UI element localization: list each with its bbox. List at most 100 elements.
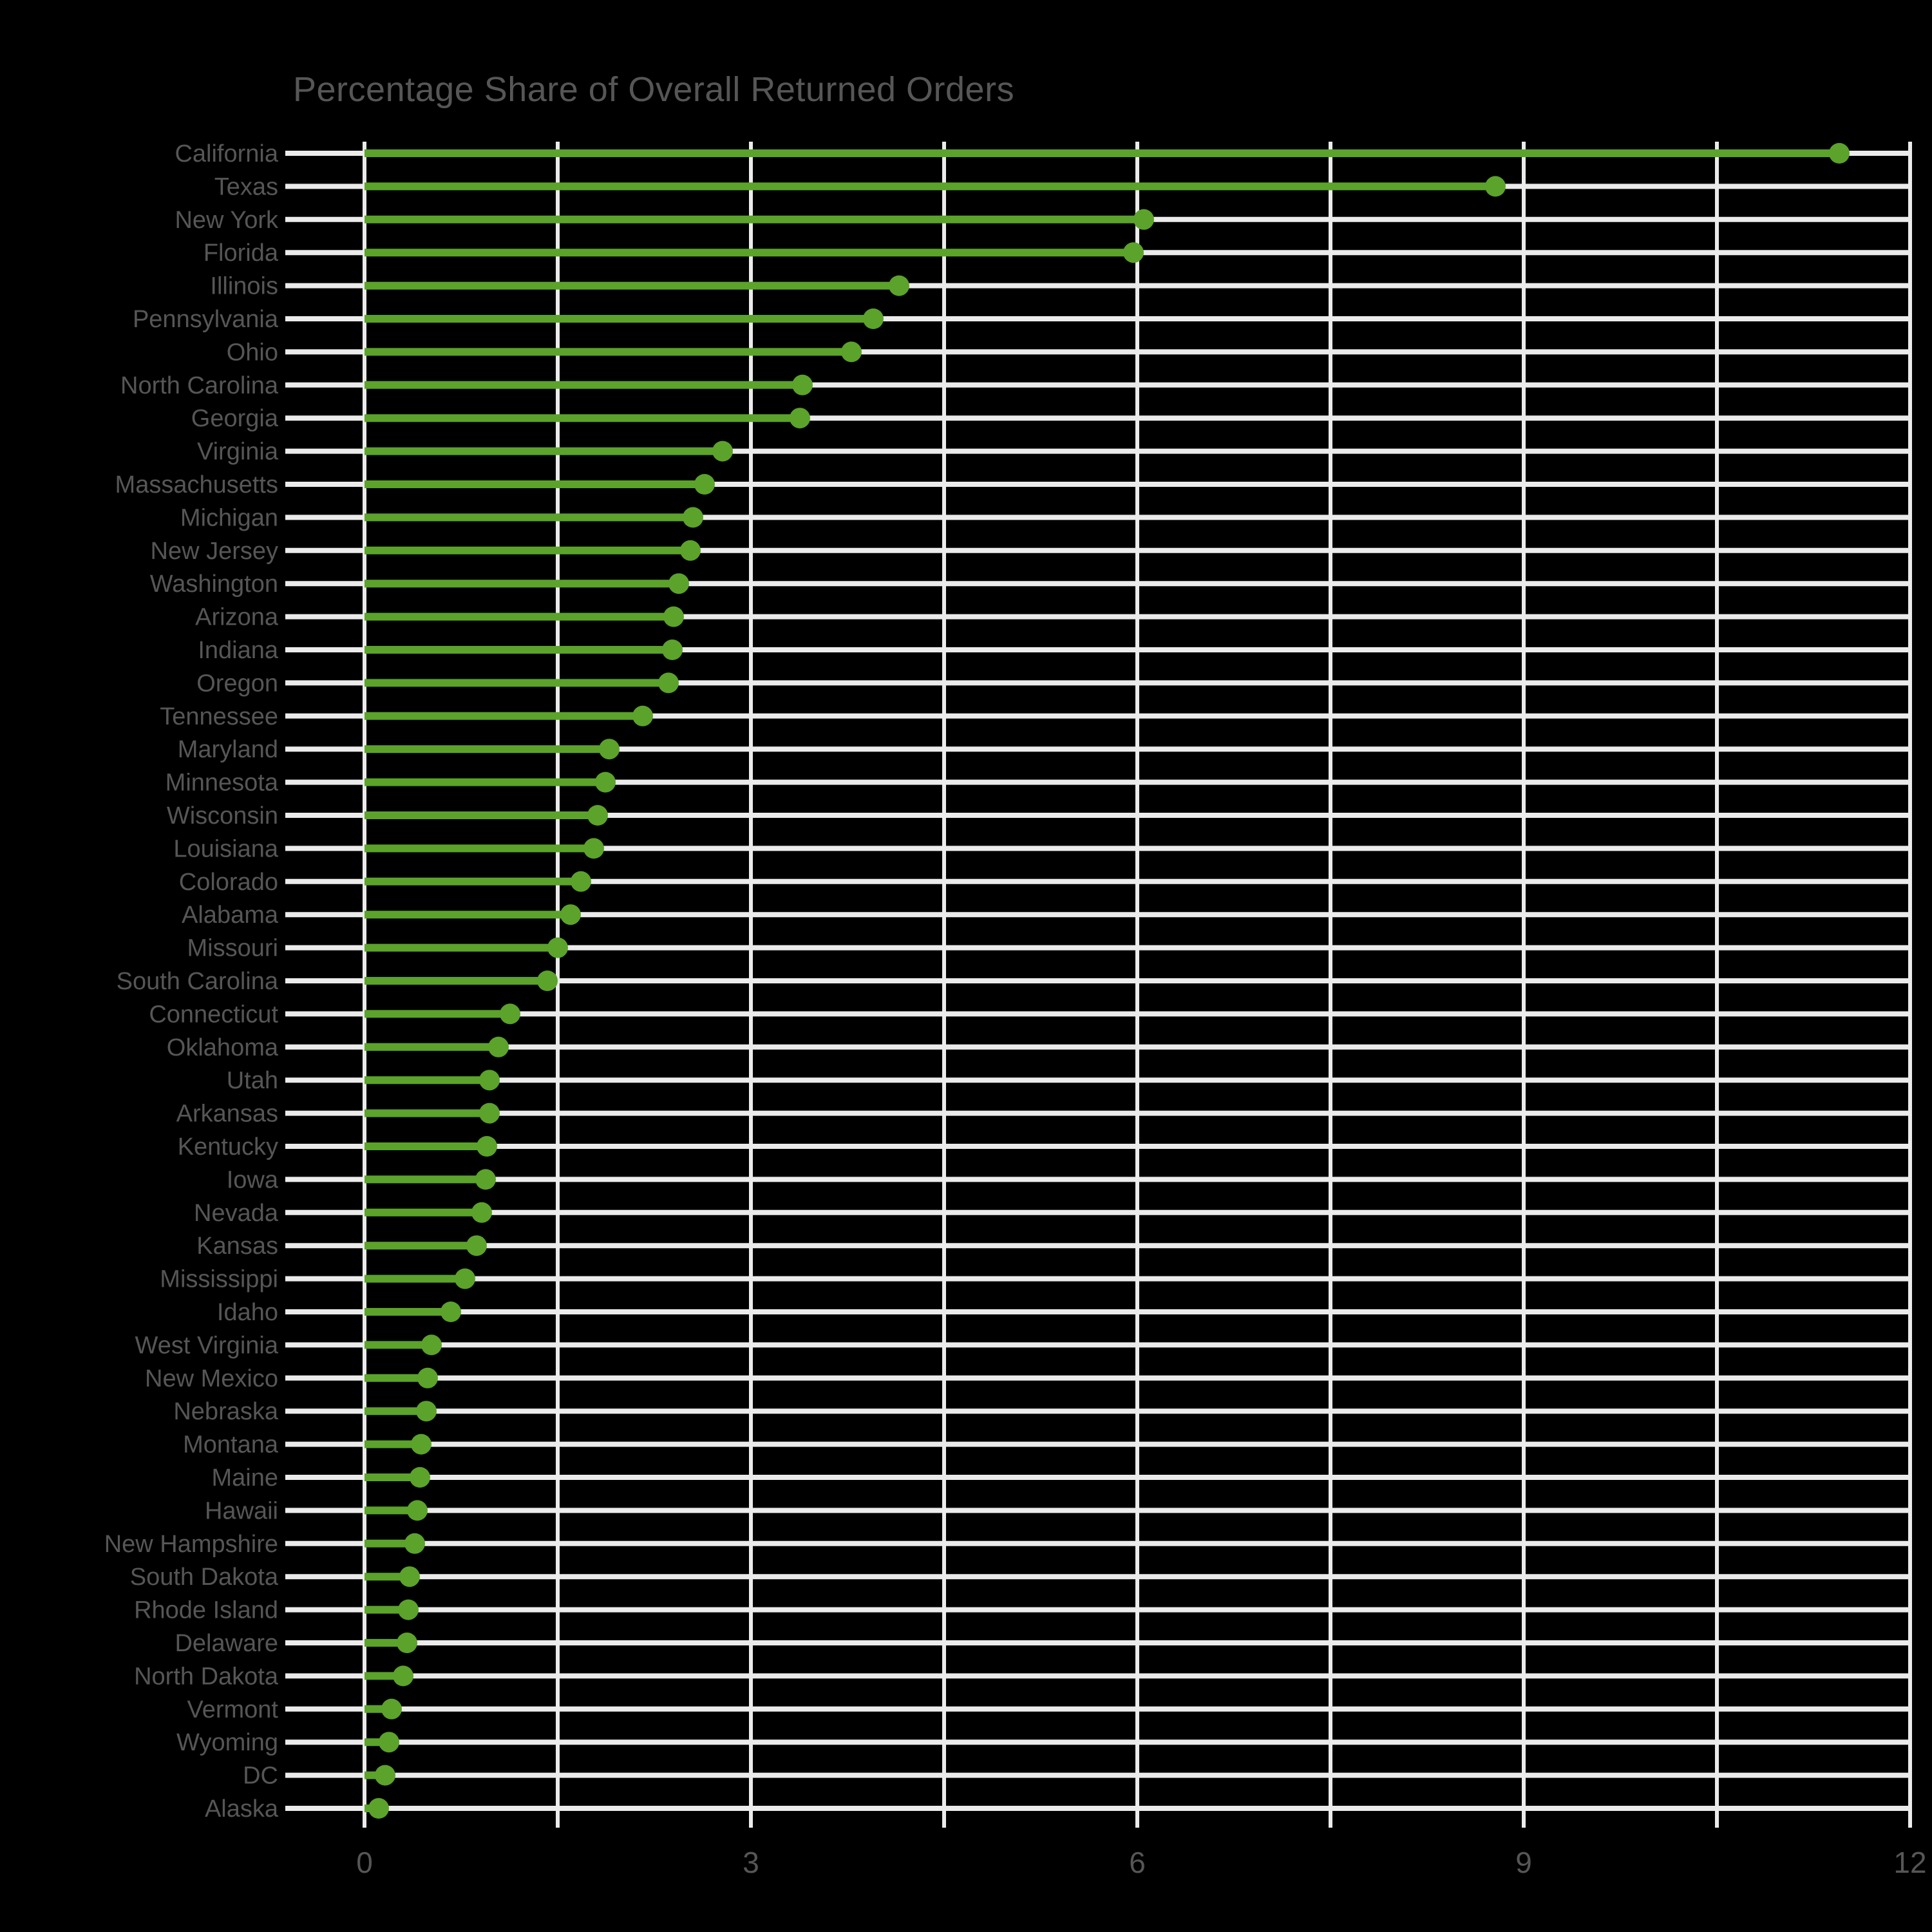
lollipop-dot-rhode-island <box>398 1599 419 1620</box>
lollipop-dot-colorado <box>571 871 591 892</box>
y-tick-label-north-dakota: North Dakota <box>134 1663 279 1690</box>
y-tick-label-louisiana: Louisiana <box>173 835 279 862</box>
lollipop-dot-kentucky <box>477 1136 497 1157</box>
lollipop-dot-south-dakota <box>399 1566 420 1587</box>
lollipop-dot-hawaii <box>407 1500 428 1521</box>
lollipop-dot-kansas <box>466 1235 487 1256</box>
y-tick-label-texas: Texas <box>214 173 278 200</box>
y-tick-label-mississippi: Mississippi <box>160 1266 278 1293</box>
lollipop-dot-georgia <box>790 408 810 429</box>
lollipop-dot-vermont <box>381 1698 402 1719</box>
y-tick-label-arkansas: Arkansas <box>176 1101 278 1128</box>
y-tick-label-south-dakota: South Dakota <box>130 1564 279 1591</box>
lollipop-dot-indiana <box>662 639 683 660</box>
chart-title: Percentage Share of Overall Returned Ord… <box>293 70 1015 109</box>
y-tick-label-colorado: Colorado <box>179 869 278 896</box>
y-tick-label-arizona: Arizona <box>195 604 279 631</box>
x-tick-label-6: 6 <box>1129 1846 1146 1879</box>
y-tick-label-pennsylvania: Pennsylvania <box>133 306 279 333</box>
lollipop-dot-washington <box>668 573 689 594</box>
y-tick-label-maryland: Maryland <box>178 736 278 763</box>
lollipop-dot-idaho <box>440 1302 461 1322</box>
lollipop-dot-missouri <box>547 937 568 958</box>
lollipop-dot-connecticut <box>500 1003 520 1025</box>
y-tick-label-new-hampshire: New Hampshire <box>104 1531 278 1558</box>
lollipop-dot-wyoming <box>379 1732 399 1753</box>
lollipop-dot-maryland <box>599 739 620 760</box>
y-tick-label-wisconsin: Wisconsin <box>167 802 278 829</box>
lollipop-dot-tennessee <box>632 705 653 726</box>
y-tick-label-rhode-island: Rhode Island <box>134 1597 278 1624</box>
lollipop-dot-maine <box>410 1467 430 1488</box>
lollipop-dot-texas <box>1485 176 1506 197</box>
lollipop-dot-utah <box>479 1070 500 1091</box>
y-tick-label-oklahoma: Oklahoma <box>167 1034 279 1061</box>
lollipop-dot-new-jersey <box>680 540 701 561</box>
lollipop-dot-virginia <box>712 440 733 462</box>
lollipop-dot-florida <box>1123 242 1144 263</box>
y-tick-label-ohio: Ohio <box>227 339 278 366</box>
y-tick-label-south-carolina: South Carolina <box>117 968 279 995</box>
lollipop-dot-massachusetts <box>694 474 715 495</box>
lollipop-dot-new-mexico <box>417 1367 438 1388</box>
y-tick-label-oregon: Oregon <box>196 670 278 697</box>
x-tick-label-12: 12 <box>1893 1846 1926 1879</box>
lollipop-dot-illinois <box>889 275 909 296</box>
y-tick-label-minnesota: Minnesota <box>166 770 279 797</box>
y-tick-label-california: California <box>175 140 278 167</box>
lollipop-dot-oklahoma <box>488 1036 509 1057</box>
y-tick-label-michigan: Michigan <box>180 504 278 531</box>
y-tick-label-new-york: New York <box>175 207 279 234</box>
y-tick-label-maine: Maine <box>212 1464 279 1492</box>
y-tick-label-alaska: Alaska <box>205 1795 279 1823</box>
y-tick-label-iowa: Iowa <box>227 1166 279 1193</box>
lollipop-dot-pennsylvania <box>863 308 884 329</box>
lollipop-dot-minnesota <box>595 772 616 793</box>
y-tick-label-hawaii: Hawaii <box>205 1497 278 1524</box>
y-tick-label-georgia: Georgia <box>191 405 279 432</box>
y-tick-label-missouri: Missouri <box>187 935 278 962</box>
lollipop-dot-north-dakota <box>393 1665 413 1687</box>
lollipop-dot-new-york <box>1133 209 1154 230</box>
lollipop-dot-montana <box>411 1434 431 1455</box>
y-tick-label-alabama: Alabama <box>182 902 279 929</box>
y-tick-label-new-mexico: New Mexico <box>145 1365 278 1392</box>
y-tick-label-indiana: Indiana <box>198 637 279 664</box>
y-tick-label-nevada: Nevada <box>194 1200 279 1227</box>
lollipop-dot-iowa <box>475 1169 496 1190</box>
lollipop-dot-louisiana <box>583 838 604 859</box>
x-tick-label-3: 3 <box>743 1846 759 1879</box>
y-tick-label-new-jersey: New Jersey <box>151 538 279 565</box>
y-tick-label-north-carolina: North Carolina <box>120 372 279 399</box>
lollipop-dot-california <box>1829 143 1850 164</box>
lollipop-dot-dc <box>375 1765 395 1786</box>
lollipop-dot-alabama <box>560 904 581 925</box>
y-tick-label-virginia: Virginia <box>197 439 279 466</box>
lollipop-dot-new-hampshire <box>404 1533 425 1554</box>
lollipop-dot-south-carolina <box>537 971 558 991</box>
y-tick-label-wyoming: Wyoming <box>176 1729 278 1756</box>
lollipop-dot-arkansas <box>479 1103 500 1124</box>
y-tick-label-nebraska: Nebraska <box>173 1398 278 1425</box>
lollipop-dot-mississippi <box>455 1268 475 1289</box>
lollipop-dot-wisconsin <box>587 805 608 826</box>
y-tick-label-west-virginia: West Virginia <box>135 1332 279 1359</box>
y-tick-label-montana: Montana <box>183 1432 279 1459</box>
y-tick-label-utah: Utah <box>227 1067 278 1094</box>
y-tick-label-tennessee: Tennessee <box>160 703 278 730</box>
y-tick-label-massachusetts: Massachusetts <box>115 471 278 498</box>
y-tick-label-illinois: Illinois <box>210 273 278 300</box>
lollipop-dot-alaska <box>368 1798 389 1819</box>
y-tick-label-vermont: Vermont <box>187 1696 278 1723</box>
lollipop-dot-delaware <box>397 1633 417 1653</box>
lollipop-dot-nebraska <box>416 1401 437 1422</box>
y-tick-label-washington: Washington <box>150 571 278 598</box>
lollipop-dot-north-carolina <box>792 374 813 395</box>
x-tick-label-9: 9 <box>1515 1846 1532 1879</box>
lollipop-dot-arizona <box>663 606 684 627</box>
lollipop-dot-oregon <box>658 672 679 694</box>
lollipop-dot-nevada <box>471 1202 492 1223</box>
y-tick-label-idaho: Idaho <box>217 1299 278 1326</box>
